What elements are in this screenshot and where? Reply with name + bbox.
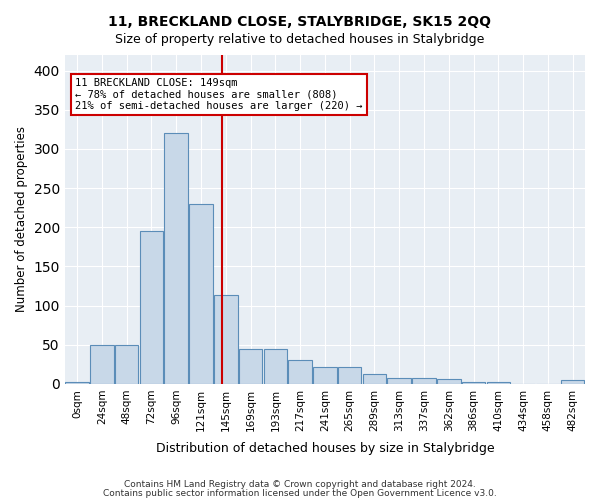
Bar	[313, 366, 337, 384]
Bar	[214, 296, 238, 384]
Bar	[115, 344, 139, 384]
Text: Contains HM Land Registry data © Crown copyright and database right 2024.: Contains HM Land Registry data © Crown c…	[124, 480, 476, 489]
X-axis label: Distribution of detached houses by size in Stalybridge: Distribution of detached houses by size …	[155, 442, 494, 455]
Bar	[189, 204, 213, 384]
Bar	[140, 231, 163, 384]
Bar	[338, 366, 361, 384]
Bar	[388, 378, 411, 384]
Bar	[239, 348, 262, 384]
Bar	[164, 134, 188, 384]
Text: 11 BRECKLAND CLOSE: 149sqm
← 78% of detached houses are smaller (808)
21% of sem: 11 BRECKLAND CLOSE: 149sqm ← 78% of deta…	[75, 78, 362, 111]
Bar	[90, 344, 114, 384]
Bar	[412, 378, 436, 384]
Bar	[462, 382, 485, 384]
Bar	[561, 380, 584, 384]
Y-axis label: Number of detached properties: Number of detached properties	[15, 126, 28, 312]
Bar	[362, 374, 386, 384]
Bar	[289, 360, 312, 384]
Bar	[65, 382, 89, 384]
Text: 11, BRECKLAND CLOSE, STALYBRIDGE, SK15 2QQ: 11, BRECKLAND CLOSE, STALYBRIDGE, SK15 2…	[109, 15, 491, 29]
Text: Contains public sector information licensed under the Open Government Licence v3: Contains public sector information licen…	[103, 488, 497, 498]
Bar	[437, 379, 461, 384]
Bar	[487, 382, 510, 384]
Text: Size of property relative to detached houses in Stalybridge: Size of property relative to detached ho…	[115, 32, 485, 46]
Bar	[263, 348, 287, 384]
